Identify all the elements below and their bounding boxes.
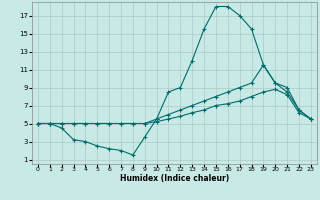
- X-axis label: Humidex (Indice chaleur): Humidex (Indice chaleur): [120, 174, 229, 183]
